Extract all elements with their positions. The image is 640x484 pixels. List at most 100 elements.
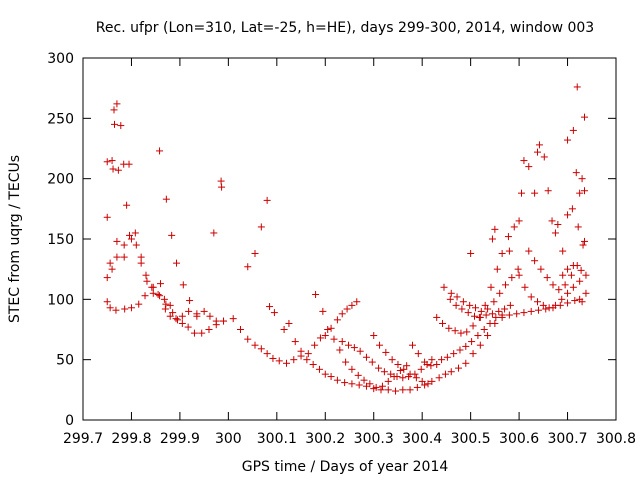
data-point (378, 382, 386, 390)
data-point (534, 148, 542, 156)
x-tick: 300.2 (305, 58, 345, 447)
data-point (269, 354, 277, 362)
data-point (561, 281, 569, 289)
data-point (417, 365, 425, 373)
data-point (551, 301, 559, 309)
data-point (377, 386, 385, 394)
data-point (518, 189, 526, 197)
data-point (126, 231, 134, 239)
data-point (319, 307, 327, 315)
data-point (428, 356, 436, 364)
data-point (285, 319, 293, 327)
data-point (327, 324, 335, 332)
data-point (113, 100, 121, 108)
x-axis: 299.7 299.8 299.9 300 300.1 300.2 300.3 300.4 30… (63, 58, 636, 447)
data-point (251, 341, 259, 349)
data-point (345, 341, 353, 349)
data-point (311, 341, 319, 349)
data-point (534, 298, 542, 306)
data-point (125, 160, 133, 168)
data-point (446, 295, 454, 303)
data-point (433, 360, 441, 368)
data-point (506, 301, 514, 309)
data-point (384, 377, 392, 385)
data-point (178, 319, 186, 327)
data-point (515, 217, 523, 225)
data-point (476, 341, 484, 349)
data-point (399, 374, 407, 382)
data-point (388, 356, 396, 364)
data-point (495, 307, 503, 315)
data-point (110, 106, 118, 114)
data-point (312, 291, 320, 299)
data-point (131, 229, 139, 237)
data-point (488, 310, 496, 318)
data-point (540, 153, 548, 161)
data-point (157, 280, 165, 288)
data-point (343, 305, 351, 313)
data-point (476, 313, 484, 321)
data-point (543, 274, 551, 282)
data-point (132, 241, 140, 249)
data-point (393, 373, 401, 381)
data-point (581, 113, 589, 121)
data-point (315, 365, 323, 373)
data-point (466, 301, 474, 309)
data-point (469, 322, 477, 330)
data-point (438, 356, 446, 364)
data-point (548, 217, 556, 225)
x-tick-label: 299.8 (111, 431, 151, 447)
y-tick: 100 (47, 292, 616, 308)
data-point (527, 307, 535, 315)
data-point (108, 265, 116, 273)
data-point (421, 381, 429, 389)
data-point (184, 323, 192, 331)
data-point (504, 233, 512, 241)
data-point (333, 376, 341, 384)
data-point (554, 221, 562, 229)
data-point (113, 253, 121, 261)
data-point (582, 271, 590, 279)
data-point (206, 312, 214, 320)
data-point (257, 223, 265, 231)
data-point (394, 360, 402, 368)
data-point (162, 195, 170, 203)
x-tick-label: 300.6 (499, 431, 539, 447)
data-point (531, 257, 539, 265)
y-tick: 300 (47, 51, 616, 67)
plot-frame (82, 57, 617, 421)
y-tick: 150 (47, 232, 616, 248)
data-point (567, 271, 575, 279)
data-point (348, 380, 356, 388)
data-point (462, 359, 470, 367)
data-point (366, 380, 374, 388)
data-point (244, 335, 252, 343)
data-point (303, 356, 311, 364)
data-point (113, 237, 121, 245)
data-point (463, 328, 471, 336)
data-point (244, 263, 252, 271)
data-point (161, 305, 169, 313)
data-point (348, 301, 356, 309)
data-point (544, 187, 552, 195)
data-point (304, 350, 312, 358)
data-point (496, 289, 504, 297)
data-point (229, 315, 237, 323)
data-point (330, 335, 338, 343)
data-point (283, 359, 291, 367)
data-point (462, 342, 470, 350)
data-point (142, 271, 150, 279)
data-point (396, 367, 404, 375)
data-point (179, 281, 187, 289)
data-point (375, 364, 383, 372)
y-tick: 250 (47, 111, 616, 127)
data-point (185, 307, 193, 315)
data-point (564, 265, 572, 273)
data-point (492, 313, 500, 321)
x-tick-label: 300.2 (305, 431, 345, 447)
data-point (569, 262, 577, 270)
data-point (392, 387, 400, 395)
data-point (154, 291, 162, 299)
data-point (573, 83, 581, 91)
data-point (471, 312, 479, 320)
